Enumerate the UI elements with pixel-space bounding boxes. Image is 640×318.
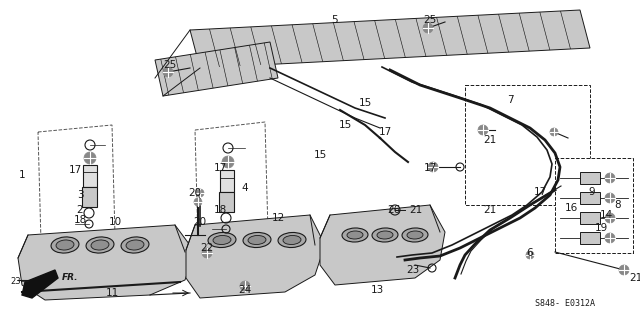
Bar — [580, 192, 600, 204]
Text: 21: 21 — [410, 205, 422, 215]
Text: 13: 13 — [371, 285, 383, 295]
Bar — [83, 165, 97, 187]
Text: 5: 5 — [332, 15, 339, 25]
Circle shape — [194, 198, 202, 206]
Text: 4: 4 — [242, 183, 248, 193]
Text: S848- E0312A: S848- E0312A — [535, 299, 595, 308]
Text: 16: 16 — [564, 203, 578, 213]
Ellipse shape — [243, 232, 271, 247]
Ellipse shape — [377, 231, 393, 239]
Polygon shape — [320, 205, 445, 285]
Ellipse shape — [121, 237, 149, 253]
Circle shape — [196, 189, 204, 197]
Bar — [220, 170, 234, 192]
Text: 7: 7 — [507, 95, 513, 105]
Text: 26: 26 — [387, 205, 401, 215]
Ellipse shape — [86, 237, 114, 253]
Ellipse shape — [342, 228, 368, 242]
Circle shape — [84, 152, 96, 164]
Circle shape — [526, 251, 534, 259]
Bar — [82, 187, 97, 207]
Text: 21: 21 — [629, 273, 640, 283]
Circle shape — [222, 156, 234, 168]
Circle shape — [423, 23, 433, 33]
Ellipse shape — [283, 236, 301, 245]
Bar — [580, 172, 600, 184]
Text: 19: 19 — [595, 223, 607, 233]
Polygon shape — [155, 42, 278, 96]
Text: 17: 17 — [68, 165, 82, 175]
Text: 17: 17 — [213, 163, 227, 173]
Bar — [580, 232, 600, 244]
Text: FR.: FR. — [62, 273, 79, 282]
Text: 17: 17 — [533, 187, 547, 197]
Ellipse shape — [248, 236, 266, 245]
Text: 21: 21 — [483, 135, 497, 145]
Circle shape — [605, 233, 615, 243]
Bar — [555, 158, 633, 253]
Ellipse shape — [91, 240, 109, 250]
Text: 10: 10 — [108, 217, 122, 227]
Text: 1: 1 — [19, 170, 26, 180]
Ellipse shape — [56, 240, 74, 250]
Ellipse shape — [278, 232, 306, 247]
Circle shape — [240, 281, 250, 291]
Polygon shape — [22, 270, 58, 298]
Circle shape — [428, 162, 438, 172]
Text: 17: 17 — [378, 127, 392, 137]
Text: 23: 23 — [406, 265, 420, 275]
Text: 12: 12 — [271, 213, 285, 223]
Polygon shape — [186, 215, 325, 298]
Ellipse shape — [208, 232, 236, 247]
Text: 21: 21 — [483, 205, 497, 215]
Circle shape — [202, 248, 212, 258]
Text: 15: 15 — [358, 98, 372, 108]
Text: 17: 17 — [424, 163, 436, 173]
Text: 20: 20 — [193, 217, 207, 227]
Polygon shape — [190, 10, 590, 68]
Polygon shape — [195, 122, 268, 240]
Ellipse shape — [402, 228, 428, 242]
Ellipse shape — [372, 228, 398, 242]
Text: 3: 3 — [77, 190, 83, 200]
Bar — [465, 85, 590, 205]
Circle shape — [605, 213, 615, 223]
Text: 23—: 23— — [10, 278, 29, 287]
Circle shape — [478, 125, 488, 135]
Text: 25: 25 — [424, 15, 436, 25]
Circle shape — [619, 265, 629, 275]
Bar — [219, 192, 234, 212]
Text: 2: 2 — [77, 205, 83, 215]
Circle shape — [605, 173, 615, 183]
Polygon shape — [18, 225, 195, 300]
Text: 24: 24 — [238, 285, 252, 295]
Ellipse shape — [213, 236, 231, 245]
Text: 9: 9 — [589, 187, 595, 197]
Text: 8: 8 — [614, 200, 621, 210]
Ellipse shape — [407, 231, 423, 239]
Circle shape — [550, 128, 558, 136]
Bar — [580, 212, 600, 224]
Circle shape — [163, 67, 173, 77]
Polygon shape — [38, 125, 115, 242]
Ellipse shape — [126, 240, 144, 250]
Text: 18: 18 — [74, 215, 86, 225]
Text: 14: 14 — [600, 210, 612, 220]
Text: 11: 11 — [106, 288, 118, 298]
Ellipse shape — [51, 237, 79, 253]
Text: 15: 15 — [314, 150, 326, 160]
Text: 25: 25 — [163, 60, 177, 70]
Text: 20: 20 — [188, 188, 202, 198]
Text: 18: 18 — [213, 205, 227, 215]
Circle shape — [605, 193, 615, 203]
Text: 6: 6 — [527, 248, 533, 258]
Text: 22: 22 — [200, 243, 214, 253]
Ellipse shape — [347, 231, 363, 239]
Text: 15: 15 — [339, 120, 351, 130]
